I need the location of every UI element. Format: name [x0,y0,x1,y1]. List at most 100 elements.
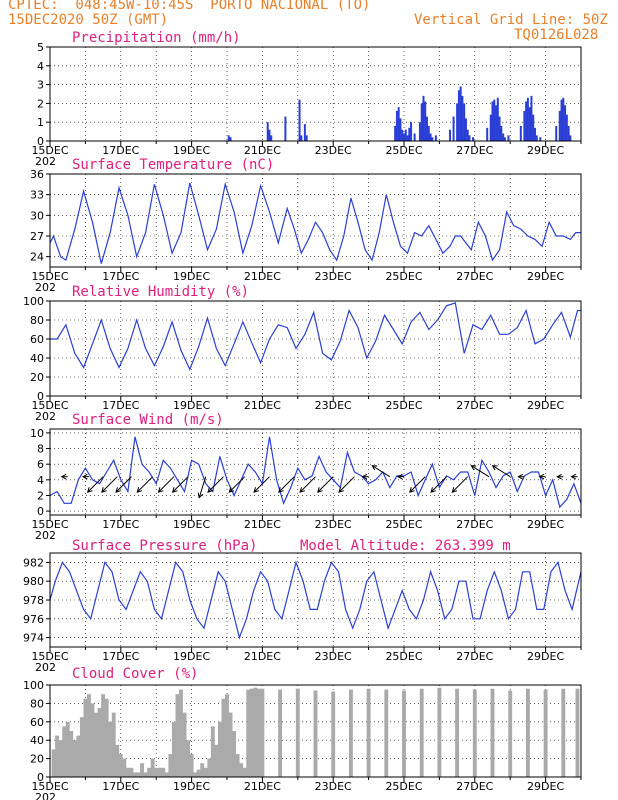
precip-bar [466,129,469,141]
wind-xlabel: 25DEC [385,518,422,531]
pres-ytick-label: 978 [23,594,44,607]
precip-bar [399,118,402,141]
precip-bar [431,137,434,141]
precip-bar [498,116,501,141]
precip-bar [493,99,496,141]
rh-xlabel: 19DEC [173,399,210,412]
cloud-bar [168,754,173,777]
wind-arrowhead [430,487,437,493]
cloud-bar [239,763,244,777]
cloud-bar [214,744,219,777]
cloud-bar [79,717,84,777]
precip-bar [555,125,558,141]
wind-xlabel: 15DEC [31,518,68,531]
wind-ytick-label: 8 [37,443,44,456]
precip-bar [503,137,506,141]
precip-bar [270,135,273,141]
pres-title: Surface Pressure (hPa) [72,538,257,554]
rh-ytick-label: 60 [30,333,44,346]
cloud-bar [182,712,187,777]
precip-bar [539,137,542,141]
cloud-ytick-label: 100 [23,679,44,692]
precip-bar [404,129,407,141]
precip-bar [305,135,308,141]
precip-bar [530,95,533,141]
cloud-bar [83,698,88,777]
wind-arrow [338,476,355,493]
cloud-bar [196,769,201,777]
cloud-bar [143,772,148,777]
cloud-bar [97,708,102,777]
cloud-bar [455,688,460,777]
pres-xlabel: 21DEC [244,650,281,663]
cloud-bar [171,721,176,777]
cloud-bar [133,772,137,777]
precip-bar [268,129,271,141]
precip-bar [486,127,489,141]
cloud-bar [69,731,74,777]
cloud-bar [150,758,155,777]
precip-bar [434,135,437,141]
wind-arrow [278,476,295,493]
wind-arrowhead [197,492,204,499]
cloud-xlabel: 27DEC [456,780,493,793]
rh-xlabel: 23DEC [315,399,352,412]
pres-ytick-label: 980 [23,575,44,588]
pres-ytick-label: 974 [23,632,44,645]
precip-bar [266,122,269,141]
cloud-bar [108,721,113,777]
precip-ytick-label: 3 [37,79,44,92]
rh-ytick-label: 40 [30,352,44,365]
precip-bar [502,133,505,141]
precip-xlabel: 29DEC [527,144,564,157]
wind-arrow [172,476,189,493]
cloud-year: 202 [35,791,56,800]
wind-arrowhead [81,473,88,480]
cloud-ytick-label: 20 [30,753,44,766]
cloud-bar [207,758,212,777]
wind-arrowhead [396,473,403,480]
rh-year: 202 [35,410,56,423]
temp-line [49,181,581,264]
precip-bar [459,86,462,141]
precip-xlabel: 27DEC [456,144,493,157]
precip-bar [532,114,535,141]
pres-xlabel: 15DEC [31,650,68,663]
rh-title: Relative Humidity (%) [72,284,249,300]
wind-line [49,436,582,509]
precip-bar [406,135,409,141]
grid-line-note: Vertical Grid Line: 50Z [414,12,608,28]
cloud-bar [331,691,336,777]
wind-arrowhead [60,473,67,480]
precip-bar [229,137,232,141]
precip-bar [457,90,460,141]
cloud-bar [228,712,233,777]
pres-xlabel: 29DEC [527,650,564,663]
cloud-bar [210,726,215,777]
cloud-title: Cloud Cover (%) [72,666,198,682]
cloud-bar [246,689,251,777]
rh-xlabel: 25DEC [385,399,422,412]
precip-bar [496,97,499,141]
precip-bar [565,114,568,141]
precip-bar [567,125,570,141]
wind-arrowhead [101,487,107,493]
precip-bar [456,103,459,141]
model-code: TQ0126L028 [514,27,599,43]
wind-arrow [299,476,316,493]
cloud-bar [561,688,566,777]
cloud-xlabel: 25DEC [385,780,422,793]
precip-ytick-label: 2 [37,97,44,110]
wind-arrowhead [556,473,562,480]
cloud-bar [94,712,98,777]
cloud-bar [62,726,67,777]
cloud-xlabel: 15DEC [31,780,68,793]
cloud-bar [129,767,134,777]
cloud-xlabel: 23DEC [315,780,352,793]
wind-arrowhead [171,487,178,493]
station-header: CPTEC: 048:45W-10:45S PORTO NACIONAL (TO… [8,0,371,13]
cloud-bar [525,688,530,777]
precip-ytick-label: 5 [37,41,44,54]
cloud-xlabel: 21DEC [244,780,281,793]
